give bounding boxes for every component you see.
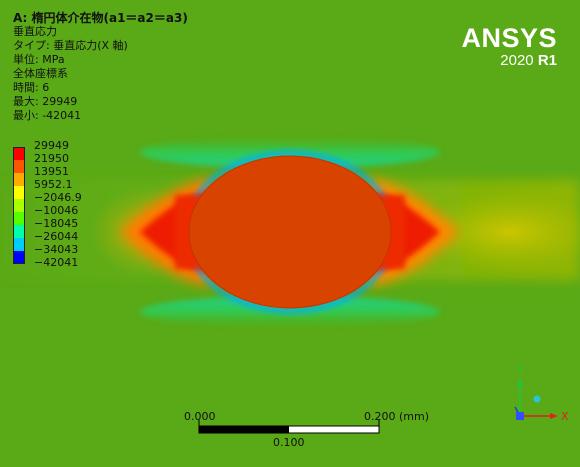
z-axis-box-icon: [516, 412, 524, 420]
legend-swatch: [13, 186, 25, 199]
logo-year: 2020: [500, 52, 534, 69]
legend-swatch: [13, 160, 25, 173]
result-info-panel: A: 楕円体介在物(a1＝a2＝a3) 垂直応力 タイプ: 垂直応力(X 軸) …: [13, 11, 188, 123]
result-coordinate-system: 全体座標系: [13, 67, 68, 80]
inclusion-ellipsoid: [188, 155, 392, 309]
result-name: 垂直応力: [13, 25, 57, 38]
legend-value: −2046.9: [34, 191, 82, 204]
legend-value: −34043: [34, 243, 79, 256]
x-axis-arrow-icon: [550, 413, 558, 419]
x-axis-label: X: [561, 410, 569, 423]
logo-brand: ANSYS: [461, 23, 557, 53]
legend-labels: 29949 21950 13951 5952.1 −2046.9 −10046 …: [34, 139, 82, 269]
legend-value: 21950: [34, 152, 69, 165]
result-max: 最大: 29949: [13, 95, 78, 108]
result-unit: 単位: MPa: [13, 53, 65, 66]
logo-release: R1: [537, 52, 557, 69]
result-min: 最小: -42041: [13, 109, 82, 122]
legend-swatch: [13, 225, 25, 238]
y-axis-arrow-icon: [517, 378, 523, 386]
axis-triad[interactable]: Y X: [500, 360, 580, 430]
legend-swatch: [13, 173, 25, 186]
isometric-view-icon: [533, 395, 541, 403]
legend-value: −18045: [34, 217, 79, 230]
legend-swatch: [13, 238, 25, 251]
legend-value: −10046: [34, 204, 79, 217]
legend-swatch: [13, 199, 25, 212]
scale-start-label: 0.000: [184, 410, 216, 423]
legend-color-bar: [13, 147, 25, 264]
scale-end-label: 0.200 (mm): [364, 410, 430, 423]
legend-value: 5952.1: [34, 178, 73, 191]
result-time: 時間: 6: [13, 81, 50, 94]
logo-version: 2020 R1: [461, 52, 557, 69]
scale-mid-label: 0.100: [273, 436, 305, 449]
ansys-logo: ANSYS 2020 R1: [461, 24, 557, 69]
legend-value: 13951: [34, 165, 69, 178]
legend-value: 29949: [34, 139, 69, 152]
legend-swatch: [13, 212, 25, 225]
legend-swatch: [13, 251, 25, 264]
result-type: タイプ: 垂直応力(X 軸): [13, 39, 128, 52]
y-axis-label: Y: [517, 363, 525, 376]
legend-value: −42041: [34, 256, 79, 269]
legend-swatch: [13, 147, 25, 160]
legend-value: −26044: [34, 230, 79, 243]
result-title: A: 楕円体介在物(a1＝a2＝a3): [13, 11, 188, 25]
